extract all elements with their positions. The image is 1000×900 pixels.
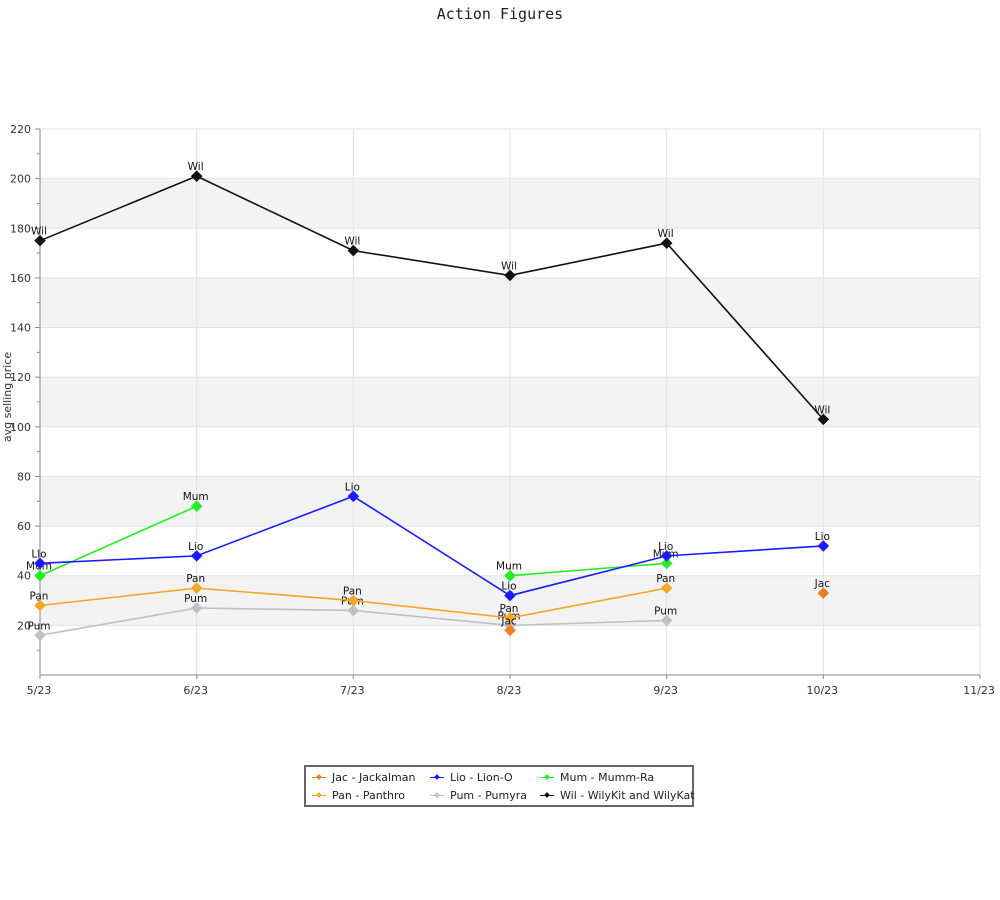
data-point-wil xyxy=(190,170,203,182)
data-label-wil: Wil xyxy=(814,404,830,416)
series-line-wil xyxy=(39,175,824,420)
data-point-mum xyxy=(34,569,46,582)
data-point-mum xyxy=(504,569,516,582)
data-point-pan xyxy=(190,582,203,594)
x-tick-label: 8/23 xyxy=(497,684,522,697)
y-tick-label: 80 xyxy=(17,470,31,483)
data-label-wil: Wil xyxy=(188,161,204,173)
data-label-jac: Jac xyxy=(814,578,831,590)
legend-swatch-lio xyxy=(430,774,444,782)
data-label-mum: Mum xyxy=(496,561,522,573)
data-point-lio xyxy=(660,550,673,562)
y-tick-label: 40 xyxy=(17,570,31,583)
data-label-lio: Lio xyxy=(815,531,830,543)
data-label-pum: Pum xyxy=(654,605,677,617)
legend: Jac - Jackalman Lio - Lion-O Mum - Mumm-Ra… xyxy=(304,765,695,807)
y-tick-label: 120 xyxy=(10,371,31,384)
legend-swatch-wil xyxy=(540,792,554,800)
series-line-mum xyxy=(39,505,197,577)
legend-item-lio: Lio - Lion-O xyxy=(430,771,540,784)
data-label-pan: Pan xyxy=(30,591,49,603)
data-point-wil xyxy=(660,237,673,249)
data-point-lio xyxy=(190,550,203,562)
legend-swatch-jac xyxy=(312,774,326,782)
legend-item-pan: Pan - Panthro xyxy=(312,789,430,802)
x-tick-label: 5/23 xyxy=(27,684,52,697)
data-label-pum: Pum xyxy=(184,593,207,605)
data-label-wil: Wil xyxy=(658,228,674,240)
data-point-wil xyxy=(347,244,360,257)
y-tick-label: 100 xyxy=(10,421,31,434)
series-line-mum xyxy=(509,562,667,577)
data-point-wil xyxy=(34,234,46,247)
data-point-pum xyxy=(190,602,203,614)
legend-item-jac: Jac - Jackalman xyxy=(312,771,430,784)
legend-swatch-pum xyxy=(430,792,444,800)
data-label-pan: Pan xyxy=(186,573,205,585)
y-tick-label: 60 xyxy=(17,520,31,533)
data-label-jac: Jac xyxy=(500,615,517,627)
data-label-pan: Pan xyxy=(343,586,362,598)
y-tick-label: 160 xyxy=(10,272,31,285)
x-tick-label: 7/23 xyxy=(340,684,365,697)
legend-label-lio: Lio - Lion-O xyxy=(450,771,513,784)
data-label-wil: Wil xyxy=(344,236,360,248)
data-label-lio: Lio xyxy=(501,581,516,593)
y-tick-label: 180 xyxy=(10,222,31,235)
data-label-pum: Pum xyxy=(27,620,50,632)
data-label-wil: Wil xyxy=(31,226,47,238)
data-point-wil xyxy=(817,413,830,426)
series-line-lio xyxy=(39,495,824,597)
data-point-jac xyxy=(817,587,830,599)
data-label-pan: Pan xyxy=(656,573,675,585)
data-label-lio: Lio xyxy=(31,548,46,560)
data-point-mum xyxy=(190,500,203,513)
y-tick-label: 200 xyxy=(10,173,31,186)
legend-swatch-mum xyxy=(540,774,554,782)
y-tick-label: 140 xyxy=(10,322,31,335)
x-tick-label: 9/23 xyxy=(653,684,678,697)
data-label-lio: Lio xyxy=(188,541,203,553)
x-tick-label: 11/23 xyxy=(963,684,995,697)
data-point-pan xyxy=(504,612,516,624)
legend-label-mum: Mum - Mumm-Ra xyxy=(560,771,655,784)
data-point-lio xyxy=(817,540,830,552)
data-label-lio: Lio xyxy=(345,481,360,493)
data-point-pan xyxy=(347,594,360,607)
data-label-lio: Lio xyxy=(658,541,673,553)
legend-swatch-pan xyxy=(312,792,326,800)
data-point-wil xyxy=(504,269,516,282)
data-label-pan: Pan xyxy=(500,603,519,615)
legend-label-jac: Jac - Jackalman xyxy=(332,771,416,784)
legend-label-pan: Pan - Panthro xyxy=(332,789,405,802)
data-point-lio xyxy=(504,589,516,602)
data-point-pan xyxy=(660,582,673,594)
y-axis-label: avg selling price xyxy=(1,352,14,442)
data-point-mum xyxy=(660,557,673,570)
data-point-lio xyxy=(34,557,46,570)
x-tick-label: 10/23 xyxy=(806,684,838,697)
data-point-pum xyxy=(34,629,46,642)
chart-title: Action Figures xyxy=(436,5,564,23)
data-point-pum xyxy=(660,614,673,627)
legend-item-pum: Pum - Pumyra xyxy=(430,789,540,802)
data-point-jac xyxy=(504,624,516,637)
legend-label-pum: Pum - Pumyra xyxy=(450,789,527,802)
data-point-pan xyxy=(34,599,46,612)
legend-label-wil: Wil - WilyKit and WilyKat xyxy=(560,789,695,802)
legend-item-wil: Wil - WilyKit and WilyKat xyxy=(540,789,695,802)
data-label-wil: Wil xyxy=(501,260,517,272)
legend-item-mum: Mum - Mumm-Ra xyxy=(540,771,690,784)
data-point-lio xyxy=(347,490,360,503)
y-tick-label: 220 xyxy=(10,123,31,136)
x-tick-label: 6/23 xyxy=(183,684,208,697)
data-label-mum: Mum xyxy=(183,491,209,503)
data-point-pum xyxy=(347,604,360,617)
y-tick-label: 20 xyxy=(17,619,31,632)
